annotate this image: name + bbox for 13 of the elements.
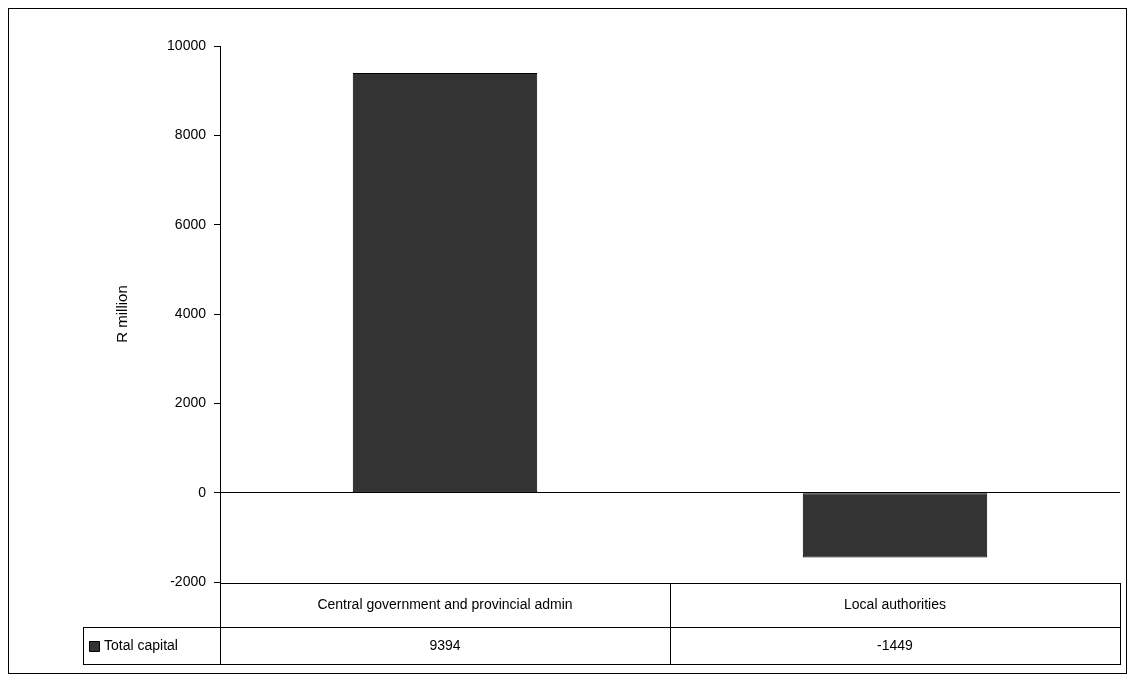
y-tick-label: 10000	[167, 36, 207, 53]
y-tick-label: 4000	[174, 304, 207, 321]
y-tick-label: 6000	[174, 215, 207, 232]
data-label: -1449	[877, 636, 914, 653]
y-tick-label: 2000	[174, 394, 207, 411]
y-tick-label: 8000	[174, 126, 207, 143]
y-axis-title: R million	[113, 285, 131, 343]
y-tick-label: -2000	[170, 572, 207, 589]
legend-label: Total capital	[104, 636, 178, 653]
x-tick-label: Local authorities	[844, 595, 946, 612]
data-label: 9394	[429, 636, 461, 653]
y-tick-label: 0	[198, 483, 207, 500]
x-tick-label: Central government and provincial admin	[317, 595, 573, 612]
